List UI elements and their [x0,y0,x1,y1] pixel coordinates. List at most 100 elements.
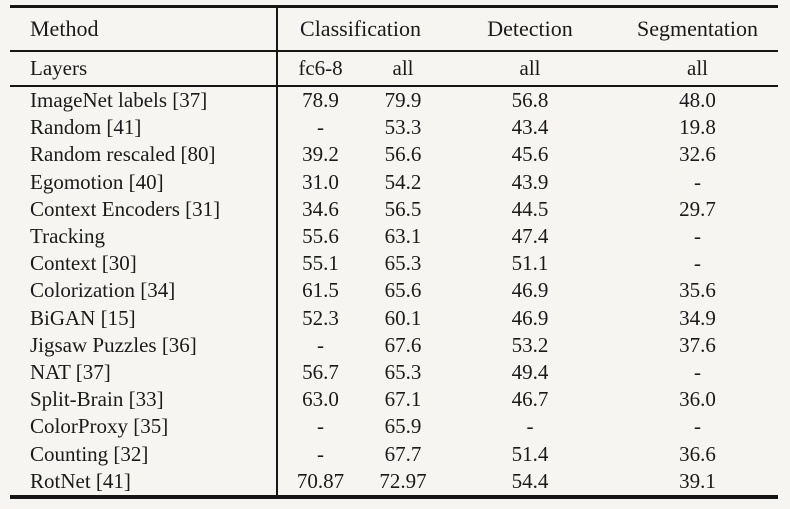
value-cell-detection-all: 46.9 [511,305,549,330]
value-cell-detection-all: 49.4 [511,359,549,384]
table-row: Egomotion [40] 31.0 54.2 43.9 - [10,168,778,196]
value-cell-classification-all: 63.1 [384,224,422,249]
value-cell-classification-fc6-8: 52.3 [276,304,363,332]
value-cell-detection-all: 46.7 [511,387,549,412]
value-cell-segmentation-all: 35.6 [679,278,716,303]
value-cell-detection-all: 45.6 [511,142,549,167]
table-row: Tracking 55.6 63.1 47.4 - [10,222,778,251]
value-cell-classification-all: 56.5 [384,196,422,221]
value-cell-detection-all: 56.8 [511,88,549,113]
value-cell-segmentation-all: 29.7 [679,196,716,221]
layers-value-segmentation-all: all [617,51,779,87]
value-cell-classification-fc6-8: - [276,114,363,142]
method-cell: Jigsaw Puzzles [36] [30,332,197,357]
value-cell-segmentation-all: 36.6 [679,441,716,466]
value-cell-classification-fc6-8: - [276,413,363,441]
method-cell: ImageNet labels [37] [30,88,208,113]
layers-value-detection-all: all [443,51,618,87]
group-header-row: Method Classification Detection Segmenta… [10,6,779,52]
method-cell: Random [41] [30,115,142,140]
table-row: Random rescaled [80] 39.2 56.6 45.6 32.6 [10,141,778,169]
value-cell-classification-fc6-8: - [276,440,363,468]
value-cell-classification-all: 60.1 [384,305,422,330]
value-cell-classification-fc6-8: 31.0 [276,168,363,196]
method-cell: Split-Brain [33] [30,387,164,412]
table-row: Jigsaw Puzzles [36] - 67.6 53.2 37.6 [10,331,778,359]
table-row: Context [30] 55.1 65.3 51.1 - [10,250,778,278]
value-cell-classification-fc6-8: 55.1 [276,250,363,278]
value-cell-classification-all: 65.9 [384,414,422,439]
value-cell-segmentation-all: 19.8 [679,115,716,140]
value-cell-detection-all: 43.9 [511,169,549,194]
layers-header-row: Layers fc6-8 all all all [10,51,779,87]
method-cell: Random rescaled [80] [30,142,216,167]
method-column-header: Method [10,6,277,52]
value-cell-detection-all: 44.5 [511,196,549,221]
table-row: Context Encoders [31] 34.6 56.5 44.5 29.… [10,195,778,223]
method-cell: Egomotion [40] [30,169,164,194]
value-cell-classification-all: 53.3 [384,115,422,140]
value-cell-segmentation-all: - [694,414,702,439]
layers-value-fc6-8: fc6-8 [276,51,363,87]
table-row: Split-Brain [33] 63.0 67.1 46.7 36.0 [10,386,778,414]
value-cell-segmentation-all: 39.1 [679,468,716,493]
value-cell-classification-fc6-8: 56.7 [276,358,363,387]
value-cell-classification-fc6-8: 70.87 [276,467,363,497]
value-cell-classification-all: 54.2 [384,169,422,194]
value-cell-segmentation-all: 32.6 [679,142,716,167]
method-cell: Colorization [34] [30,278,176,303]
value-cell-classification-all: 67.6 [384,332,422,357]
value-cell-detection-all: 46.9 [511,278,549,303]
value-cell-classification-all: 67.1 [384,387,422,412]
value-cell-classification-fc6-8: - [276,331,363,359]
value-cell-detection-all: 54.4 [511,468,549,493]
value-cell-classification-all: 65.3 [384,359,422,384]
value-cell-classification-all: 65.3 [384,251,422,276]
table-row: Random [41] - 53.3 43.4 19.8 [10,114,778,142]
table-row: Colorization [34] 61.5 65.6 46.9 35.6 [10,277,778,305]
benchmark-results-table: Method Classification Detection Segmenta… [10,5,779,499]
value-cell-classification-fc6-8: 78.9 [276,86,363,115]
value-cell-classification-fc6-8: 63.0 [276,386,363,414]
layers-row-label: Layers [10,51,277,87]
value-cell-segmentation-all: - [694,169,702,194]
value-cell-detection-all: 51.4 [511,441,549,466]
method-cell: Context Encoders [31] [30,196,221,221]
value-cell-classification-all: 56.6 [384,142,422,167]
value-cell-classification-fc6-8: 55.6 [276,222,363,251]
value-cell-segmentation-all: 48.0 [679,88,716,113]
value-cell-detection-all: 53.2 [511,332,549,357]
value-cell-classification-fc6-8: 61.5 [276,277,363,305]
method-cell: Context [30] [30,251,137,276]
method-cell: RotNet [41] [30,468,131,493]
table-row: BiGAN [15] 52.3 60.1 46.9 34.9 [10,304,778,332]
value-cell-segmentation-all: 36.0 [679,387,716,412]
value-cell-detection-all: 47.4 [511,224,549,249]
table-row: NAT [37] 56.7 65.3 49.4 - [10,358,778,387]
value-cell-segmentation-all: 34.9 [679,305,716,330]
value-cell-segmentation-all: 37.6 [679,332,716,357]
table-row: ColorProxy [35] - 65.9 - - [10,413,778,441]
value-cell-classification-all: 72.97 [379,468,427,493]
value-cell-classification-all: 79.9 [384,88,422,113]
value-cell-detection-all: 51.1 [511,251,549,276]
value-cell-segmentation-all: - [694,359,702,384]
value-cell-classification-all: 67.7 [384,441,422,466]
value-cell-detection-all: 43.4 [511,115,549,140]
value-cell-classification-all: 65.6 [384,278,422,303]
value-cell-detection-all: - [526,414,534,439]
results-table-body: ImageNet labels [37] 78.9 79.9 56.8 48.0… [10,86,778,497]
table-row: ImageNet labels [37] 78.9 79.9 56.8 48.0 [10,86,778,115]
method-cell: BiGAN [15] [30,305,136,330]
method-cell: ColorProxy [35] [30,414,169,439]
layers-value-classification-all: all [363,51,444,87]
detection-group-header: Detection [443,6,618,52]
segmentation-group-header: Segmentation [617,6,779,52]
method-cell: NAT [37] [30,359,111,384]
value-cell-segmentation-all: - [694,224,702,249]
table-row: RotNet [41] 70.87 72.97 54.4 39.1 [10,467,778,497]
value-cell-classification-fc6-8: 34.6 [276,195,363,223]
value-cell-classification-fc6-8: 39.2 [276,141,363,169]
method-cell: Tracking [30,224,106,249]
